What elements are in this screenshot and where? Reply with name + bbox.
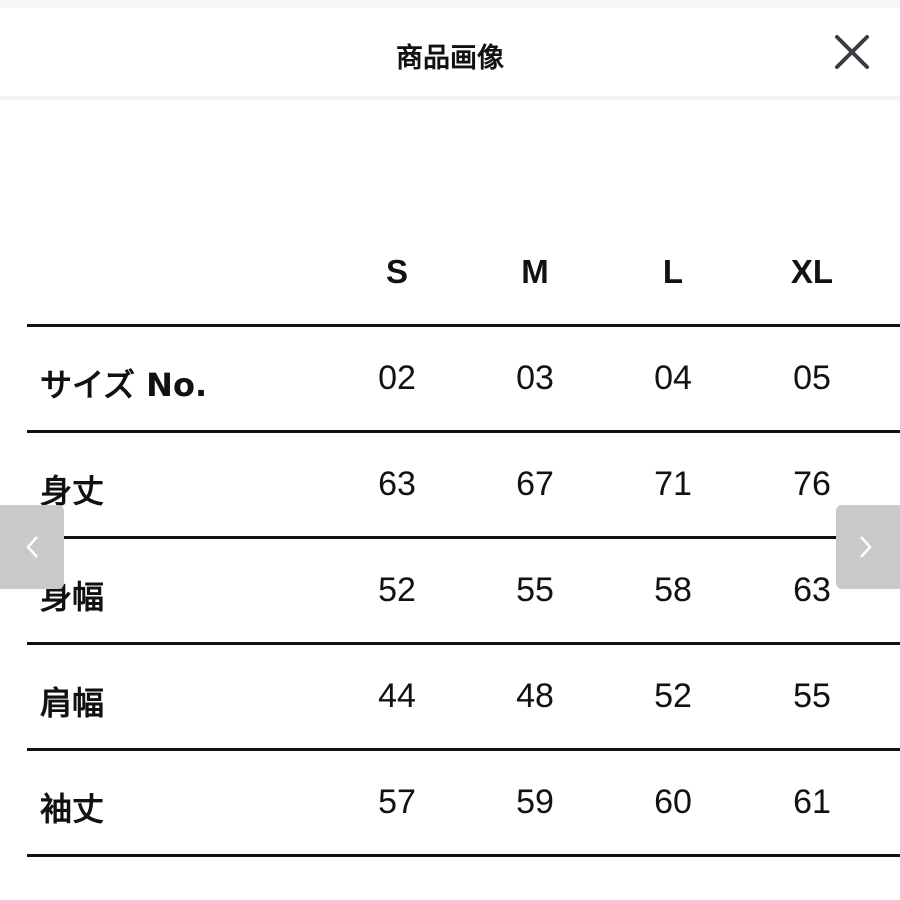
column-header-l: L [662,253,684,290]
table-cell: 59 [516,783,554,821]
row-label: 身丈 [40,472,105,510]
column-header-m: M [521,253,549,290]
table-cell: 63 [378,465,416,503]
table-cell: 03 [516,359,554,397]
table-cell: 71 [654,465,692,503]
table-cell: 02 [378,359,416,397]
row-label: 袖丈 [40,790,105,828]
table-cell: 48 [516,677,554,715]
row-divider [27,430,900,433]
row-divider [27,536,900,539]
column-header-s: S [385,253,408,290]
page-title: 商品画像 [396,43,504,74]
row-divider [27,748,900,751]
table-cell: 55 [793,677,831,715]
table-cell: 44 [378,677,416,715]
column-header-xl: XL [790,253,834,290]
prev-image-button[interactable] [0,505,64,589]
table-cell: 63 [793,571,831,609]
row-divider [27,324,900,327]
row-divider [27,854,900,857]
table-cell: 57 [378,783,416,821]
close-button[interactable] [832,32,872,72]
row-label: 肩幅 [40,684,105,722]
table-cell: 52 [654,677,692,715]
table-cell: 76 [793,465,831,503]
table-cell: 60 [654,783,692,821]
table-cell: 04 [654,359,692,397]
table-cell: 05 [793,359,831,397]
chevron-right-icon [860,536,872,558]
chevron-left-icon [26,536,38,558]
row-label: サイズ No. [40,366,208,404]
top-strip [0,0,900,8]
close-icon [835,35,869,69]
table-cell: 52 [378,571,416,609]
table-cell: 58 [654,571,692,609]
next-image-button[interactable] [836,505,900,589]
table-cell: 55 [516,571,554,609]
modal-header: 商品画像 [0,8,900,100]
table-cell: 61 [793,783,831,821]
row-divider [27,642,900,645]
table-cell: 67 [516,465,554,503]
